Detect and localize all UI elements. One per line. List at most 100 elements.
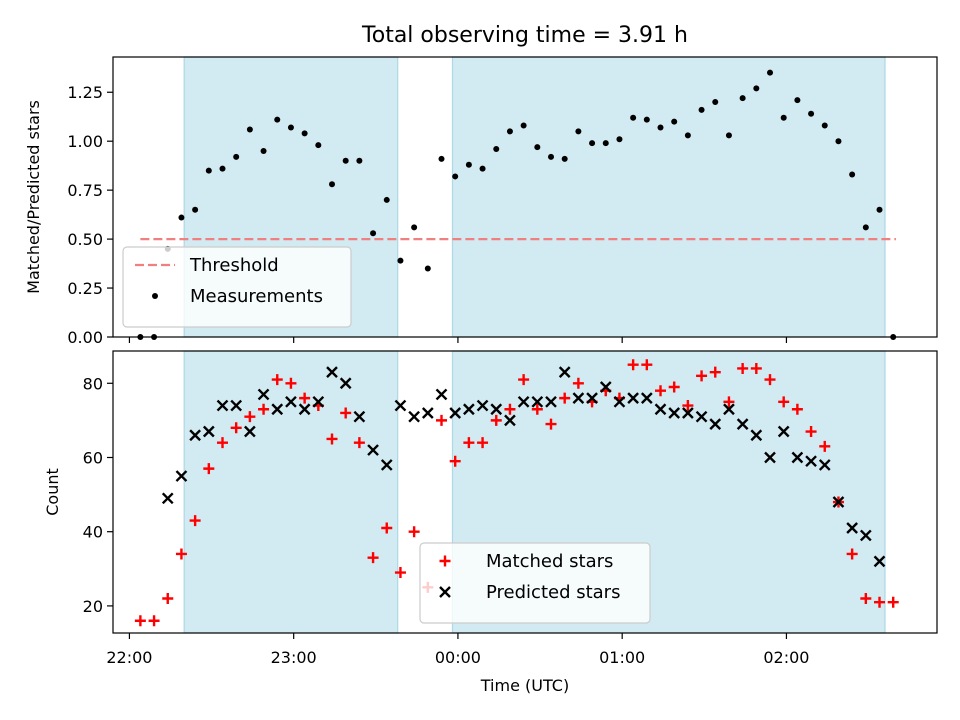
predicted-point — [312, 395, 325, 408]
data-point — [671, 118, 678, 125]
matched-point — [463, 437, 475, 449]
matched-point — [641, 359, 653, 371]
data-point — [370, 230, 377, 237]
predicted-point — [750, 429, 763, 442]
legend-plus-swatch — [439, 555, 451, 567]
legend-label: Matched stars — [486, 551, 613, 572]
y-tick-label: 20 — [83, 597, 103, 616]
matched-point — [217, 437, 229, 449]
matched-point — [750, 362, 762, 374]
predicted-point — [818, 459, 831, 471]
matched-point — [230, 422, 242, 434]
data-point — [520, 122, 527, 129]
predicted-point — [161, 492, 174, 505]
legend-label: Threshold — [189, 255, 279, 276]
predicted-point — [545, 395, 557, 408]
y-axis-title: Count — [43, 468, 62, 516]
matched-point — [860, 592, 872, 604]
predicted-point — [326, 366, 338, 378]
predicted-point — [627, 392, 639, 404]
matched-point — [791, 403, 803, 415]
matched-point — [449, 455, 461, 467]
axes-frame — [112, 56, 938, 338]
data-point — [794, 97, 801, 104]
predicted-point — [599, 381, 612, 393]
matched-point — [627, 359, 639, 371]
matched-point — [887, 596, 899, 608]
data-point — [260, 147, 267, 154]
legend: Matched stars Predicted stars — [419, 542, 651, 624]
top-panel: 0.00 0.25 0.50 0.75 1.00 1.25 Matched/Predicte… — [24, 56, 938, 347]
matched-point — [819, 440, 831, 452]
matched-point — [655, 385, 667, 397]
y-axis-title: Matched/Predicted stars — [24, 100, 43, 294]
y-tick-label: 0.50 — [67, 230, 103, 249]
predicted-point — [202, 425, 215, 438]
matched-point — [846, 548, 858, 560]
predicted-point — [640, 392, 653, 404]
predicted-point — [517, 395, 530, 408]
axes-frame — [112, 350, 938, 634]
matched-point — [408, 526, 420, 538]
data-point — [233, 153, 240, 160]
data-point — [643, 116, 650, 123]
legend-box — [419, 542, 651, 624]
predicted-point — [380, 459, 393, 471]
data-point — [411, 224, 418, 231]
data-point — [452, 173, 459, 180]
predicted-point — [723, 403, 735, 416]
data-point — [849, 171, 856, 178]
data-point — [630, 114, 637, 121]
matched-point — [326, 433, 338, 445]
data-point — [465, 161, 472, 168]
y-tick-label: 60 — [83, 448, 103, 467]
matched-point — [285, 377, 297, 389]
data-point — [876, 206, 883, 213]
predicted-point — [298, 403, 311, 416]
matched-point — [723, 396, 735, 408]
data-point — [548, 153, 555, 160]
predicted-point — [558, 366, 571, 378]
predicted-point — [586, 392, 598, 404]
y-tick-label: 0.75 — [67, 181, 103, 200]
predicted-point — [449, 407, 462, 419]
matched-point — [737, 362, 749, 374]
predicted-point — [490, 403, 503, 416]
matched-point — [696, 370, 708, 382]
legend: Threshold Measurements — [122, 246, 352, 328]
data-point — [602, 140, 609, 147]
data-point — [301, 130, 308, 137]
data-point — [712, 99, 719, 106]
predicted-point — [408, 410, 420, 423]
data-point — [356, 157, 363, 164]
data-point — [780, 114, 787, 121]
predicted-point — [654, 403, 667, 416]
x-axis-title: Time (UTC) — [480, 676, 569, 695]
predicted-point — [216, 399, 229, 412]
predicted-point — [504, 414, 516, 427]
matched-point — [531, 403, 543, 415]
legend-label: Measurements — [190, 286, 323, 307]
predicted-point — [421, 407, 434, 419]
matched-point — [436, 414, 448, 426]
predicted-point — [805, 455, 817, 468]
data-point — [821, 122, 828, 129]
data-point — [561, 155, 568, 162]
data-point — [342, 157, 349, 164]
data-point — [192, 206, 199, 213]
data-point — [808, 110, 815, 117]
predicted-point — [791, 451, 804, 464]
data-point — [205, 167, 212, 174]
data-point — [739, 95, 746, 102]
data-point — [589, 140, 596, 147]
x-tick-label: 22:00 — [106, 648, 152, 667]
matched-point — [244, 411, 256, 423]
matched-point — [134, 615, 146, 627]
data-point — [397, 257, 404, 264]
matched-point — [559, 392, 571, 404]
predicted-point — [476, 399, 489, 412]
matched-point — [490, 414, 502, 426]
x-tick-label: 00:00 — [435, 648, 481, 667]
predicted-point — [435, 388, 448, 401]
